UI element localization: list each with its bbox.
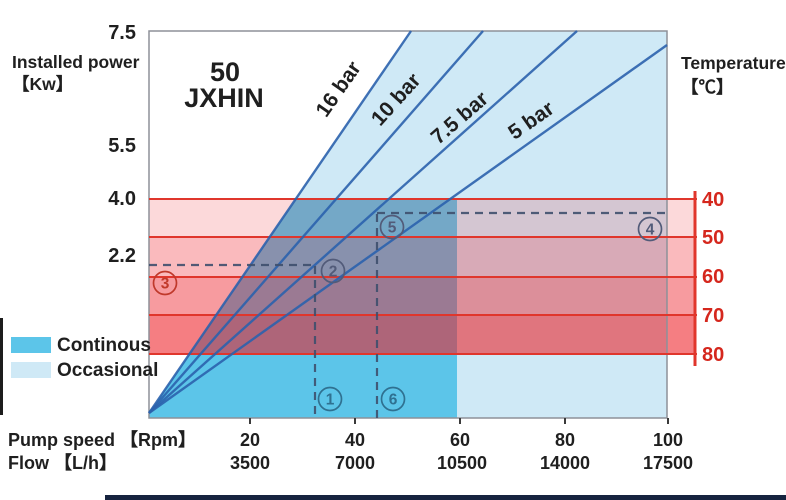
- dashed-guides: [149, 211, 667, 418]
- temp-tick-70: 70: [702, 305, 724, 327]
- marker-2-number: 2: [329, 264, 338, 281]
- power-axis-unit: 【Kw】: [12, 74, 73, 94]
- temp-band-lines: [149, 198, 697, 355]
- marker-1-circle: [317, 386, 343, 412]
- temp-band-50-60: [149, 237, 695, 277]
- marker-1: 1: [317, 386, 343, 412]
- marker-2: 2: [320, 258, 346, 284]
- speed-tick-40: 40: [345, 430, 365, 450]
- marker-3: 3: [152, 270, 178, 296]
- flow-axis-label: Flow 【L/h】: [8, 453, 117, 473]
- temperature-axis-unit: 【℃】: [681, 77, 734, 97]
- marker-5: 5: [379, 214, 405, 240]
- marker-3-circle: [152, 270, 178, 296]
- speed-tick-20: 20: [240, 430, 260, 450]
- flow-tick-3500: 3500: [230, 453, 270, 473]
- power-tick-7-5: 7.5: [108, 22, 136, 44]
- marker-1-number: 1: [326, 392, 335, 409]
- marker-6-number: 6: [389, 392, 398, 409]
- temp-tick-60: 60: [702, 266, 724, 288]
- bottom-edge-bar: [105, 495, 786, 500]
- temp-band-60-70: [149, 277, 695, 315]
- marker-4-circle: [637, 216, 663, 242]
- marker-4-number: 4: [646, 222, 655, 239]
- left-edge-line: [0, 318, 3, 415]
- pressure-line-16bar: [148, 30, 412, 414]
- power-tick-2-2: 2.2: [108, 245, 136, 267]
- legend-swatch-occasional: [11, 362, 51, 378]
- power-axis-label: Installed power: [12, 52, 140, 72]
- x-axis-tick-marks: [249, 418, 669, 424]
- flow-tick-14000: 14000: [540, 453, 590, 473]
- flow-tick-7000: 7000: [335, 453, 375, 473]
- temp-tick-80: 80: [702, 344, 724, 366]
- pressure-line-5bar: [148, 44, 668, 414]
- flow-tick-10500: 10500: [437, 453, 487, 473]
- speed-tick-100: 100: [653, 430, 683, 450]
- continuous-zone: [149, 199, 457, 418]
- legend-swatch-continuous: [11, 337, 51, 353]
- marker-4: 4: [637, 216, 663, 242]
- marker-3-number: 3: [161, 276, 170, 293]
- power-tick-4-0: 4.0: [108, 188, 136, 210]
- legend-label-continuous: Continous: [57, 335, 151, 356]
- speed-tick-60: 60: [450, 430, 470, 450]
- pressure-line-10bar: [148, 30, 484, 414]
- flow-tick-17500: 17500: [643, 453, 693, 473]
- plot-border: [148, 30, 668, 419]
- marker-6-circle: [380, 386, 406, 412]
- model-number: 50: [210, 57, 240, 87]
- temp-tick-40: 40: [702, 189, 724, 211]
- temperature-axis-label: Temperature: [681, 53, 786, 73]
- temp-tick-50: 50: [702, 227, 724, 249]
- legend-label-occasional: Occasional: [57, 360, 158, 381]
- marker-6: 6: [380, 386, 406, 412]
- pressure-line-7-5bar: [148, 30, 578, 414]
- pressure-lines: [148, 30, 668, 414]
- speed-tick-80: 80: [555, 430, 575, 450]
- marker-5-number: 5: [388, 220, 397, 237]
- pump-speed-axis-label: Pump speed 【Rpm】: [8, 430, 196, 450]
- power-tick-5-5: 5.5: [108, 135, 136, 157]
- marker-5-circle: [379, 214, 405, 240]
- marker-2-circle: [320, 258, 346, 284]
- series-name: JXHIN: [184, 83, 264, 113]
